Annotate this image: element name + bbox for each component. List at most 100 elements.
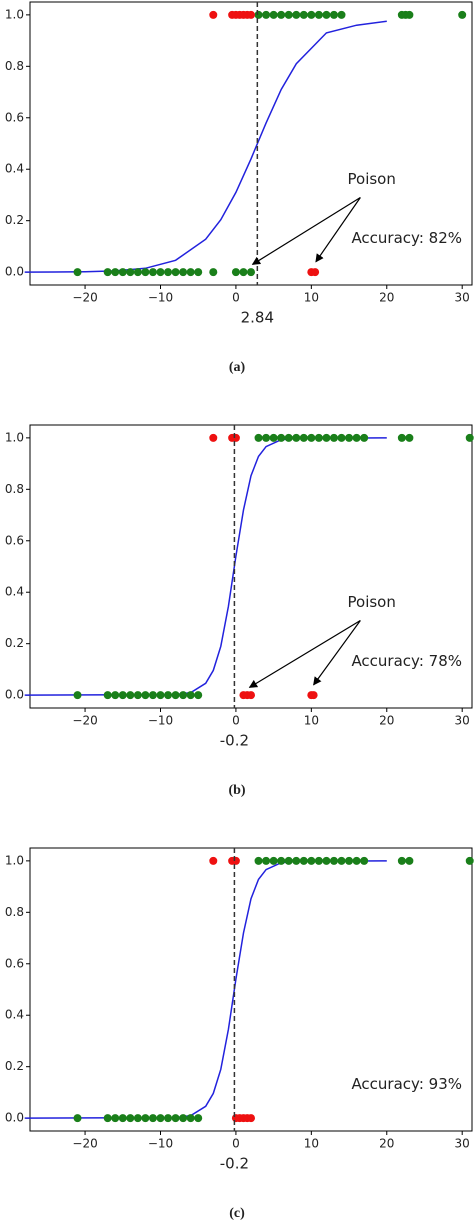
data-point xyxy=(239,268,248,277)
data-point xyxy=(156,268,165,277)
threshold-label: -0.2 xyxy=(220,1155,249,1173)
data-point xyxy=(284,856,293,865)
data-point xyxy=(311,268,320,277)
sigmoid-curve xyxy=(24,860,387,1119)
y-tick-label: 0.0 xyxy=(5,688,24,702)
data-point xyxy=(247,1114,255,1123)
data-point xyxy=(209,856,218,865)
data-point xyxy=(194,1114,203,1123)
y-tick-label: 0.2 xyxy=(5,1059,24,1073)
data-point xyxy=(329,856,338,865)
sigmoid-curve xyxy=(24,20,387,273)
data-point xyxy=(148,268,157,277)
data-point xyxy=(73,1114,82,1123)
data-point xyxy=(314,10,323,19)
data-point xyxy=(345,856,354,865)
caption: (c) xyxy=(229,1206,245,1221)
data-point xyxy=(179,268,188,277)
data-point xyxy=(133,268,142,277)
caption: (a) xyxy=(229,360,246,375)
y-tick-label: 0.8 xyxy=(5,59,24,73)
data-point xyxy=(465,433,474,442)
threshold-label: 2.84 xyxy=(241,309,274,327)
data-point xyxy=(322,10,331,19)
data-point xyxy=(337,433,346,442)
data-point xyxy=(269,856,278,865)
x-tick-label: 0 xyxy=(232,714,240,728)
data-point xyxy=(405,433,414,442)
data-point xyxy=(156,1114,165,1123)
data-point xyxy=(73,691,82,700)
annotation-arrow xyxy=(315,197,361,263)
data-point xyxy=(194,691,203,700)
x-tick-label: 30 xyxy=(455,1137,470,1151)
data-point xyxy=(164,1114,173,1123)
data-point xyxy=(397,856,406,865)
data-point xyxy=(103,1114,112,1123)
data-point xyxy=(186,268,195,277)
data-point xyxy=(269,10,278,19)
data-point xyxy=(141,691,150,700)
accuracy-label: Accuracy: 78% xyxy=(351,652,462,670)
data-point xyxy=(126,1114,135,1123)
accuracy-label: Accuracy: 82% xyxy=(351,229,462,247)
data-point xyxy=(148,1114,157,1123)
y-tick-label: 0.8 xyxy=(5,482,24,496)
data-point xyxy=(277,856,286,865)
data-point xyxy=(269,433,278,442)
data-point xyxy=(458,10,467,19)
data-point xyxy=(309,691,318,700)
y-tick-label: 0.4 xyxy=(5,1008,24,1022)
data-point xyxy=(262,856,271,865)
y-tick-label: 0.4 xyxy=(5,585,24,599)
data-point xyxy=(247,268,255,277)
data-point xyxy=(284,433,293,442)
y-tick-label: 0.6 xyxy=(5,533,24,547)
y-tick-label: 0.6 xyxy=(5,110,24,124)
data-point xyxy=(329,433,338,442)
data-point xyxy=(141,268,150,277)
x-tick-label: −20 xyxy=(72,714,97,728)
data-point xyxy=(111,1114,120,1123)
data-point xyxy=(231,268,240,277)
data-point xyxy=(299,856,308,865)
data-point xyxy=(299,10,308,19)
data-point xyxy=(352,433,361,442)
x-tick-label: 0 xyxy=(232,1137,240,1151)
data-point xyxy=(314,856,323,865)
x-tick-label: 10 xyxy=(304,1137,319,1151)
data-point xyxy=(209,10,218,19)
data-point xyxy=(126,268,135,277)
x-tick-label: −20 xyxy=(72,1137,97,1151)
data-point xyxy=(118,268,127,277)
data-point xyxy=(194,268,203,277)
data-point xyxy=(277,433,286,442)
data-point xyxy=(164,268,173,277)
data-point xyxy=(179,691,188,700)
data-point xyxy=(292,433,301,442)
data-point xyxy=(231,433,240,442)
data-point xyxy=(360,433,369,442)
data-point xyxy=(284,10,293,19)
data-point xyxy=(141,1114,150,1123)
data-point xyxy=(405,10,414,19)
y-tick-label: 0.6 xyxy=(5,956,24,970)
y-tick-label: 1.0 xyxy=(5,7,24,21)
sigmoid-curve xyxy=(24,437,387,696)
data-point xyxy=(307,433,316,442)
data-point xyxy=(322,433,331,442)
data-point xyxy=(337,856,346,865)
y-tick-label: 0.2 xyxy=(5,213,24,227)
data-point xyxy=(209,433,218,442)
data-point xyxy=(73,268,82,277)
data-point xyxy=(299,433,308,442)
data-point xyxy=(133,691,142,700)
data-point xyxy=(397,433,406,442)
annotation-arrow xyxy=(248,620,361,688)
data-point xyxy=(329,10,338,19)
data-point xyxy=(111,691,120,700)
data-point xyxy=(337,10,346,19)
annotation: Poison xyxy=(348,593,396,611)
data-point xyxy=(352,856,361,865)
data-point xyxy=(292,856,301,865)
